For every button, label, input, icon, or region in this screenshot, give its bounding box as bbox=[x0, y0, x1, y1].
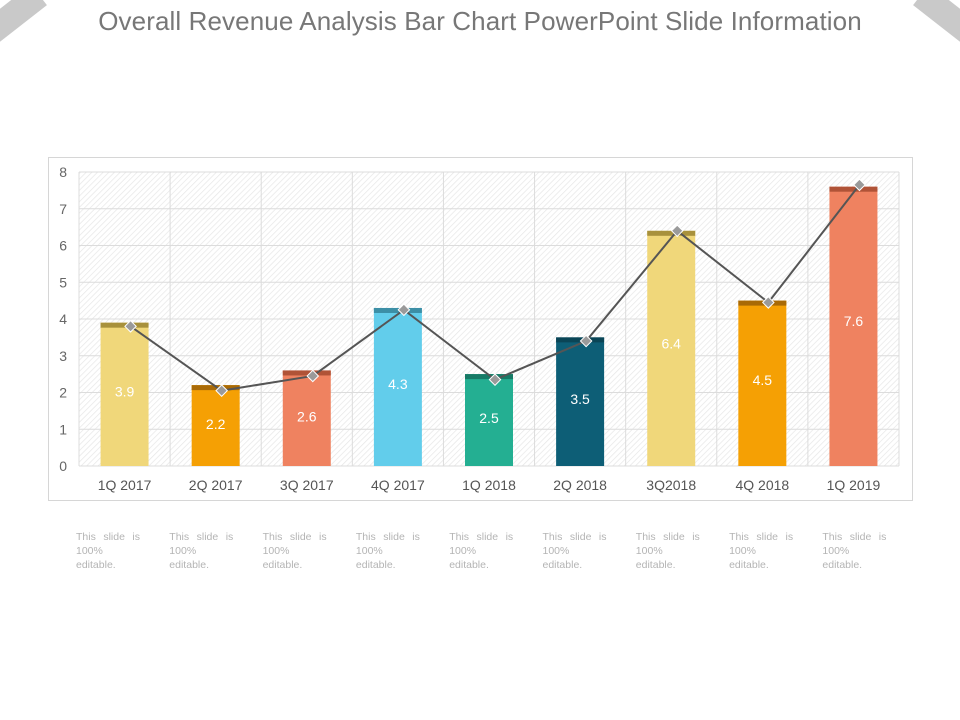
bar bbox=[738, 300, 787, 466]
x-tick-label: 4Q 2018 bbox=[735, 477, 789, 493]
x-tick-label: 2Q 2017 bbox=[189, 477, 243, 493]
x-tick-label: 1Q 2017 bbox=[98, 477, 152, 493]
editable-note: This slide is 100% editable. bbox=[355, 531, 420, 571]
editable-note: This slide is 100% editable. bbox=[76, 531, 140, 571]
bar bbox=[100, 322, 149, 466]
editable-note: This slide is 100% editable. bbox=[262, 531, 327, 571]
bar-value-label: 2.5 bbox=[479, 410, 499, 426]
bar-top-edge bbox=[100, 322, 149, 328]
y-tick-label: 4 bbox=[59, 311, 67, 327]
trend-marker bbox=[670, 224, 684, 238]
x-tick-label: 4Q 2017 bbox=[371, 477, 425, 493]
bar bbox=[465, 374, 513, 466]
bar-value-label: 4.3 bbox=[388, 376, 408, 392]
editable-note: This slide is 100% editable. bbox=[729, 531, 794, 571]
notes-row: This slide is 100% editable. This slide i… bbox=[0, 530, 960, 590]
bar-top-edge bbox=[373, 307, 422, 313]
editable-note: This slide is 100% editable. bbox=[449, 531, 514, 571]
bar-top-edge bbox=[738, 300, 787, 306]
bar bbox=[647, 230, 696, 466]
trend-marker bbox=[397, 303, 411, 317]
bar-value-label: 2.2 bbox=[206, 416, 226, 432]
bar-top-edge bbox=[556, 337, 605, 343]
y-tick-label: 6 bbox=[59, 238, 67, 254]
slide-title: Overall Revenue Analysis Bar Chart Power… bbox=[98, 6, 862, 36]
y-tick-label: 2 bbox=[59, 385, 67, 401]
editable-note: This slide is 100% editable. bbox=[635, 531, 700, 571]
x-tick-label: 3Q 2017 bbox=[280, 477, 334, 493]
trend-marker bbox=[579, 334, 593, 348]
trend-marker bbox=[761, 296, 775, 309]
bar-value-label: 2.6 bbox=[297, 408, 317, 424]
y-tick-label: 1 bbox=[59, 421, 67, 437]
bar-value-label: 3.9 bbox=[115, 383, 135, 399]
bar bbox=[191, 385, 240, 466]
y-tick-label: 5 bbox=[59, 274, 67, 290]
y-tick-label: 3 bbox=[59, 348, 67, 364]
chart-frame: 0 1 2 3 4 5 6 7 8 3.9 2.2 2.6 4.3 2.5 3.5 6.4 4.5 7.6 1Q… bbox=[48, 157, 913, 501]
bar-value-label: 3.5 bbox=[570, 391, 590, 407]
trend-marker bbox=[853, 178, 866, 192]
x-tick-label: 3Q2018 bbox=[646, 477, 696, 493]
bar-value-label: 7.6 bbox=[844, 313, 864, 329]
editable-note: This slide is 100% editable. bbox=[542, 531, 607, 571]
y-tick-label: 8 bbox=[59, 164, 67, 180]
bar-top-edge bbox=[282, 370, 331, 376]
trend-marker bbox=[215, 384, 229, 398]
trend-marker bbox=[306, 369, 320, 383]
bar-top-edge bbox=[465, 374, 513, 380]
bar bbox=[556, 337, 605, 466]
bar-top-edge bbox=[829, 186, 878, 192]
editable-note: This slide is 100% editable. bbox=[169, 531, 234, 571]
y-tick-label: 7 bbox=[59, 201, 67, 217]
trend-marker bbox=[124, 319, 137, 333]
editable-note: This slide is 100% editable. bbox=[822, 531, 887, 571]
bar-value-label: 6.4 bbox=[661, 336, 681, 352]
bar bbox=[829, 186, 878, 466]
bar-value-label: 4.5 bbox=[753, 372, 773, 388]
x-tick-label: 1Q 2018 bbox=[462, 477, 516, 493]
trend-marker bbox=[488, 373, 502, 387]
bar bbox=[282, 370, 331, 466]
y-tick-label: 0 bbox=[59, 458, 67, 474]
x-tick-label: 2Q 2018 bbox=[553, 477, 607, 493]
bar-top-edge bbox=[647, 230, 696, 236]
x-tick-label: 1Q 2019 bbox=[827, 477, 881, 493]
bar bbox=[373, 307, 422, 466]
bar-chart: 0 1 2 3 4 5 6 7 8 3.9 2.2 2.6 4.3 2.5 3.5 6.4 4.5 7.6 1Q… bbox=[59, 164, 900, 493]
